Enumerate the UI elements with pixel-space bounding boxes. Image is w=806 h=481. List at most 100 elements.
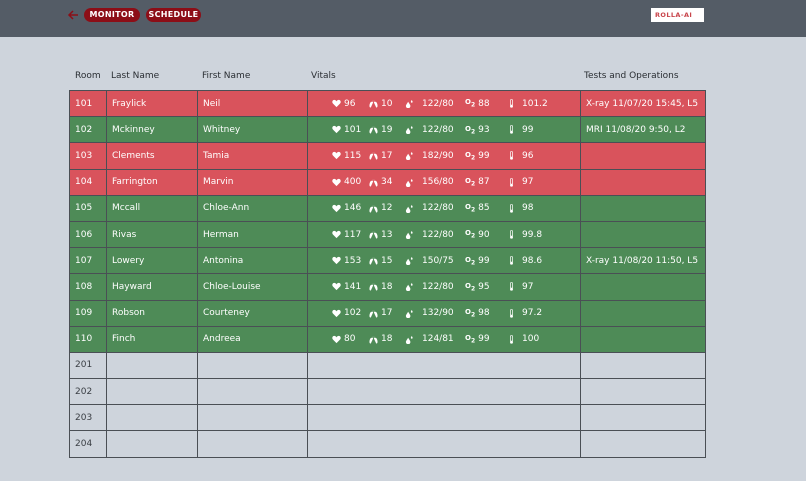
tests-cell: X-ray 11/08/20 11:50, L5 xyxy=(580,247,706,275)
o2-icon: O2 xyxy=(465,255,476,266)
blood-drop-icon xyxy=(405,178,413,187)
tests-cell xyxy=(580,325,706,353)
table-row[interactable]: 104 Farrington Marvin 400 34 156/80 O2 87 97 xyxy=(69,168,706,196)
respiratory-rate: 13 xyxy=(369,222,392,247)
first-name-cell: Courteney xyxy=(197,299,308,327)
header-vitals: Vitals xyxy=(311,71,336,81)
oxygen-saturation: O2 95 xyxy=(465,281,490,293)
oxygen-saturation: O2 90 xyxy=(465,229,490,240)
header-room: Room xyxy=(75,71,101,81)
heart-rate: 153 xyxy=(332,248,361,273)
thermometer-icon xyxy=(510,125,513,134)
thermometer-icon xyxy=(510,203,513,213)
table-row[interactable]: 110 Finch Andreea 80 18 124/81 O2 99 100 xyxy=(69,325,706,353)
table-row[interactable]: 103 Clements Tamia 115 17 182/90 O2 99 96 xyxy=(69,142,706,170)
oxygen-saturation: O2 88 xyxy=(465,98,490,109)
first-name-cell: Herman xyxy=(197,220,308,249)
tests-cell xyxy=(580,168,706,196)
o2-icon: O2 xyxy=(465,98,476,109)
table-row[interactable]: 101 Fraylick Neil 96 10 122/80 O2 88 101.2 X-ray … xyxy=(69,89,706,118)
o2-icon: O2 xyxy=(465,229,476,240)
heart-rate: 400 xyxy=(332,170,361,195)
table-row[interactable]: 108 Hayward Chloe-Louise 141 18 122/80 O2 95 97 xyxy=(69,273,706,301)
vitals-cell: 400 34 156/80 O2 87 97 xyxy=(307,168,581,196)
last-name-cell: Lowery xyxy=(106,247,198,275)
table-row[interactable]: 105 Mccall Chloe-Ann 146 12 122/80 O2 85 98 xyxy=(69,194,706,222)
respiratory-rate: 19 xyxy=(369,117,392,142)
vitals-cell xyxy=(307,378,581,406)
thermometer-icon xyxy=(510,230,513,239)
table-row[interactable]: 106 Rivas Herman 117 13 122/80 O2 90 99.8 xyxy=(69,220,706,249)
respiratory-rate: 18 xyxy=(369,327,392,352)
room-cell: 102 xyxy=(69,116,107,144)
lungs-icon xyxy=(369,309,378,318)
lungs-icon xyxy=(369,335,378,344)
vitals-cell: 102 17 132/90 O2 98 97.2 xyxy=(307,299,581,327)
blood-drop-icon xyxy=(405,309,413,318)
vitals-cell: 141 18 122/80 O2 95 97 xyxy=(307,273,581,301)
table-row[interactable]: 102 Mckinney Whitney 101 19 122/80 O2 93 99 MRI 1… xyxy=(69,116,706,144)
table-row[interactable]: 107 Lowery Antonina 153 15 150/75 O2 99 98.6 X-ra… xyxy=(69,247,706,275)
last-name-cell: Mckinney xyxy=(106,116,198,144)
heart-icon xyxy=(332,178,341,186)
blood-drop-icon xyxy=(405,335,413,344)
temperature: 99 xyxy=(507,117,533,142)
last-name-cell: Fraylick xyxy=(106,89,198,118)
tests-cell xyxy=(580,142,706,170)
lungs-icon xyxy=(369,230,378,239)
room-cell: 203 xyxy=(69,404,107,432)
tests-cell: MRI 11/08/20 9:50, L2 xyxy=(580,116,706,144)
table-row-empty[interactable]: 203 xyxy=(69,404,706,432)
table-row[interactable]: 109 Robson Courteney 102 17 132/90 O2 98 97.2 xyxy=(69,299,706,327)
last-name-cell xyxy=(106,378,198,406)
tests-cell xyxy=(580,404,706,432)
respiratory-rate: 17 xyxy=(369,143,392,168)
last-name-cell xyxy=(106,430,198,458)
first-name-cell xyxy=(197,430,308,458)
room-cell: 202 xyxy=(69,378,107,406)
oxygen-saturation: O2 99 xyxy=(465,150,490,162)
respiratory-rate: 34 xyxy=(369,170,392,195)
heart-icon xyxy=(332,309,341,317)
thermometer-icon xyxy=(510,151,513,161)
blood-drop-icon xyxy=(405,126,413,135)
top-bar: MONITOR SCHEDULE ROLLA-AI xyxy=(0,0,806,37)
heart-icon xyxy=(332,99,341,108)
room-cell: 107 xyxy=(69,247,107,275)
room-cell: 103 xyxy=(69,142,107,170)
lungs-icon xyxy=(369,126,378,134)
blood-pressure: 150/75 xyxy=(405,248,454,273)
header-first-name: First Name xyxy=(202,71,251,81)
vitals-cell: 96 10 122/80 O2 88 101.2 xyxy=(307,89,581,118)
tests-cell xyxy=(580,194,706,222)
thermometer-icon xyxy=(510,282,513,292)
blood-pressure: 122/80 xyxy=(405,222,454,247)
first-name-cell: Tamia xyxy=(197,142,308,170)
heart-rate: 101 xyxy=(332,117,361,142)
oxygen-saturation: O2 99 xyxy=(465,334,490,345)
heart-rate: 117 xyxy=(332,222,361,247)
thermometer-icon xyxy=(510,256,513,265)
patient-table: 101 Fraylick Neil 96 10 122/80 O2 88 101.2 X-ray … xyxy=(69,89,706,458)
last-name-cell: Robson xyxy=(106,299,198,327)
lungs-icon xyxy=(369,178,378,187)
vitals-cell: 153 15 150/75 O2 99 98.6 xyxy=(307,247,581,275)
room-cell: 110 xyxy=(69,325,107,353)
tab-schedule[interactable]: SCHEDULE xyxy=(146,8,201,22)
table-row-empty[interactable]: 201 xyxy=(69,351,706,380)
table-row-empty[interactable]: 204 xyxy=(69,430,706,458)
o2-icon: O2 xyxy=(465,281,476,293)
arrow-left-icon[interactable] xyxy=(66,8,80,22)
lungs-icon xyxy=(369,257,378,265)
oxygen-saturation: O2 93 xyxy=(465,124,490,135)
heart-rate: 96 xyxy=(332,91,355,116)
heart-icon xyxy=(332,152,341,160)
last-name-cell xyxy=(106,351,198,380)
tab-monitor[interactable]: MONITOR xyxy=(84,8,140,22)
respiratory-rate: 10 xyxy=(369,91,392,116)
table-row-empty[interactable]: 202 xyxy=(69,378,706,406)
temperature: 98 xyxy=(507,196,533,221)
temperature: 97.2 xyxy=(507,301,542,326)
blood-drop-icon xyxy=(405,152,413,161)
tests-cell xyxy=(580,220,706,249)
